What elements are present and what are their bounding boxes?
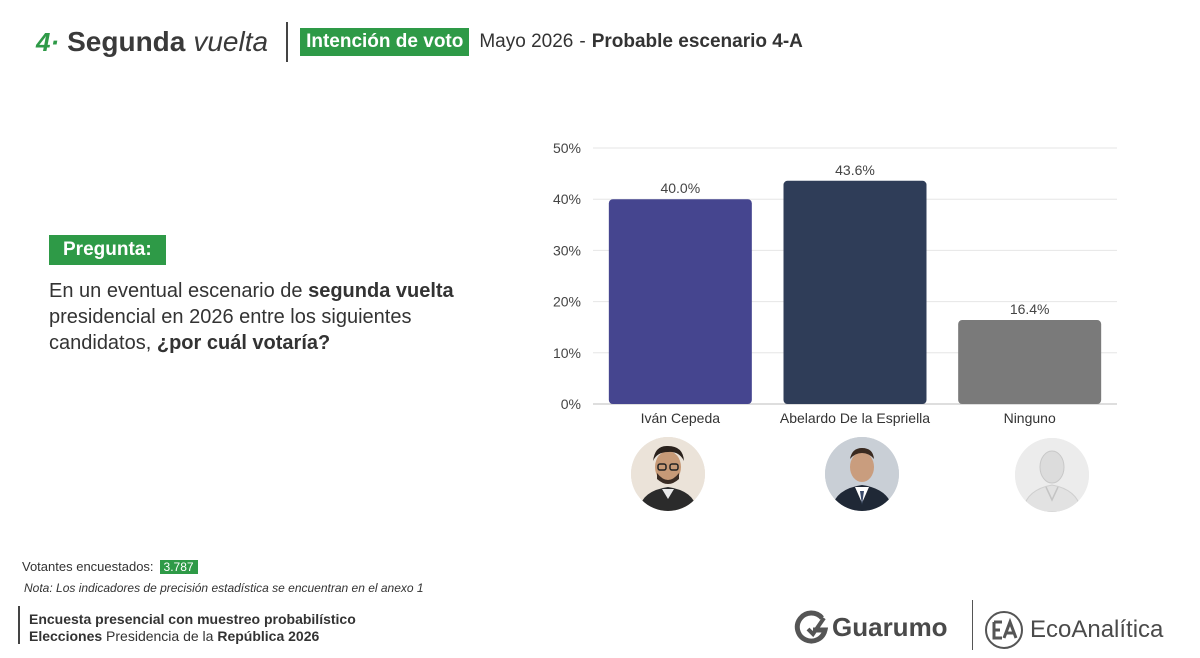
x-tick-label: Abelardo De la Espriella [780, 410, 930, 426]
precision-note: Nota: Los indicadores de precisión estad… [24, 581, 424, 595]
y-tick-label: 0% [561, 396, 581, 412]
scenario-label: Probable escenario 4-A [591, 31, 803, 52]
y-tick-label: 50% [553, 140, 581, 156]
bar [608, 199, 752, 404]
y-tick-label: 10% [553, 345, 581, 361]
data-label: 16.4% [1010, 301, 1050, 317]
header-divider [286, 22, 289, 62]
x-tick-label: Iván Cepeda [641, 410, 721, 426]
header-dash: - [579, 31, 586, 52]
question-label: Pregunta: [49, 235, 166, 265]
respondents-label: Votantes encuestados: [22, 559, 154, 574]
ecoanalitica-mark-icon [985, 611, 1023, 649]
question-text: En un eventual escenario de segunda vuel… [49, 278, 479, 356]
ecoanalitica-wordmark: EcoAnalítica [1030, 616, 1164, 643]
footer-divider [18, 606, 20, 644]
election-middle: Presidencia de la [102, 628, 218, 644]
survey-method: Encuesta presencial con muestreo probabi… [29, 611, 356, 627]
bar [783, 180, 927, 404]
mannequin-icon [1015, 438, 1089, 512]
guarumo-mark-icon [794, 610, 828, 644]
candidate-photo-icon [825, 437, 899, 511]
data-label: 43.6% [835, 162, 875, 178]
guarumo-wordmark: Guarumo [832, 611, 948, 642]
logo-divider [972, 600, 973, 650]
bar [958, 320, 1102, 404]
election-label: Elecciones [29, 628, 103, 644]
header: 4· Segunda vuelta Intención de voto Mayo… [36, 20, 803, 64]
candidate-photo-icon [631, 437, 705, 511]
page-title: Segunda [67, 26, 186, 57]
question-bold-1: segunda vuelta [308, 280, 454, 302]
question-text-2: presidencial en 2026 entre los siguiente… [49, 306, 412, 354]
y-tick-label: 30% [553, 242, 581, 258]
survey-date: Mayo 2026 [479, 31, 574, 52]
election-year: República 2026 [217, 628, 320, 644]
section-number: 4· [36, 26, 60, 57]
respondents-value: 3.787 [159, 559, 198, 574]
guarumo-logo: Guarumo [794, 610, 948, 644]
y-tick-label: 40% [553, 191, 581, 207]
vote-intention-chart: 0% 10% 20% 30% 40% 50% 40.0% Iván Cepeda 43.6% Ab… [553, 140, 1117, 426]
respondents-count: Votantes encuestados: 3.787 [22, 559, 198, 574]
topic-tag: Intención de voto [300, 28, 470, 56]
y-tick-label: 20% [553, 294, 581, 310]
question-text-1: En un eventual escenario de [49, 280, 309, 302]
election-description: Elecciones Presidencia de la República 2… [29, 628, 319, 644]
x-tick-label: Ninguno [1004, 410, 1056, 426]
question-bold-2: ¿por cuál votaría? [156, 332, 331, 354]
ecoanalitica-logo: EcoAnalítica [984, 610, 1163, 650]
page-title-italic: vuelta [193, 26, 269, 57]
data-label: 40.0% [660, 180, 700, 196]
